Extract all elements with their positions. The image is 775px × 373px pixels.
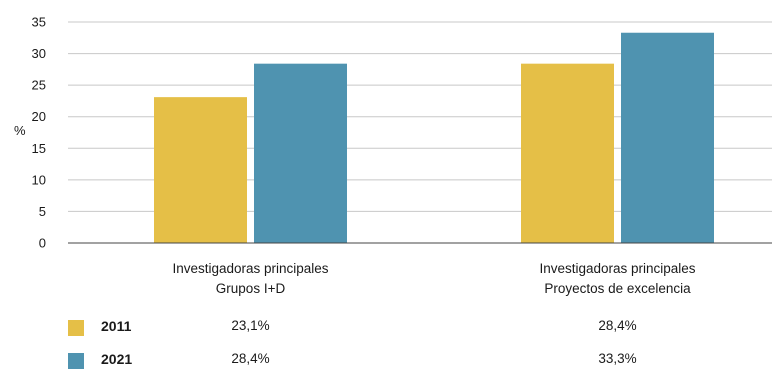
data-label: 23,1% [231, 318, 270, 333]
series-name: 2011 [101, 318, 132, 334]
bars [154, 32, 714, 244]
y-tick-label: 25 [32, 78, 46, 93]
legend-swatch [68, 320, 84, 336]
bar-chart: 0 5 10 15 20 25 30 35 % Investigadoras principa… [14, 15, 772, 296]
y-tick-label: 10 [32, 172, 46, 187]
bar-2011-cat2 [521, 63, 614, 243]
y-tick-label: 20 [32, 109, 46, 124]
y-tick-label: 5 [39, 204, 46, 219]
category-label: Proyectos de excelencia [544, 281, 691, 296]
bar-2021-cat2 [621, 32, 714, 244]
category-label: Investigadoras principales [539, 261, 695, 276]
category-labels: Investigadoras principales Grupos I+D Inve… [172, 261, 695, 296]
series-name: 2021 [101, 351, 133, 367]
legend-swatch [68, 353, 84, 369]
data-label: 28,4% [231, 351, 270, 366]
data-label: 33,3% [598, 351, 637, 366]
y-axis-label: % [14, 123, 26, 138]
bar-2021-cat1 [254, 63, 347, 243]
category-label: Grupos I+D [216, 281, 286, 296]
data-label: 28,4% [598, 318, 637, 333]
y-tick-label: 0 [39, 236, 46, 251]
table-row: 2011 23,1% 28,4% [0, 316, 775, 340]
y-tick-label: 35 [32, 15, 46, 30]
table-row: 2021 28,4% 33,3% [0, 349, 775, 373]
y-axis-ticks: 0 5 10 15 20 25 30 35 [32, 15, 46, 251]
bar-2011-cat1 [154, 97, 247, 243]
category-label: Investigadoras principales [172, 261, 328, 276]
y-tick-label: 15 [32, 141, 46, 156]
y-tick-label: 30 [32, 46, 46, 61]
